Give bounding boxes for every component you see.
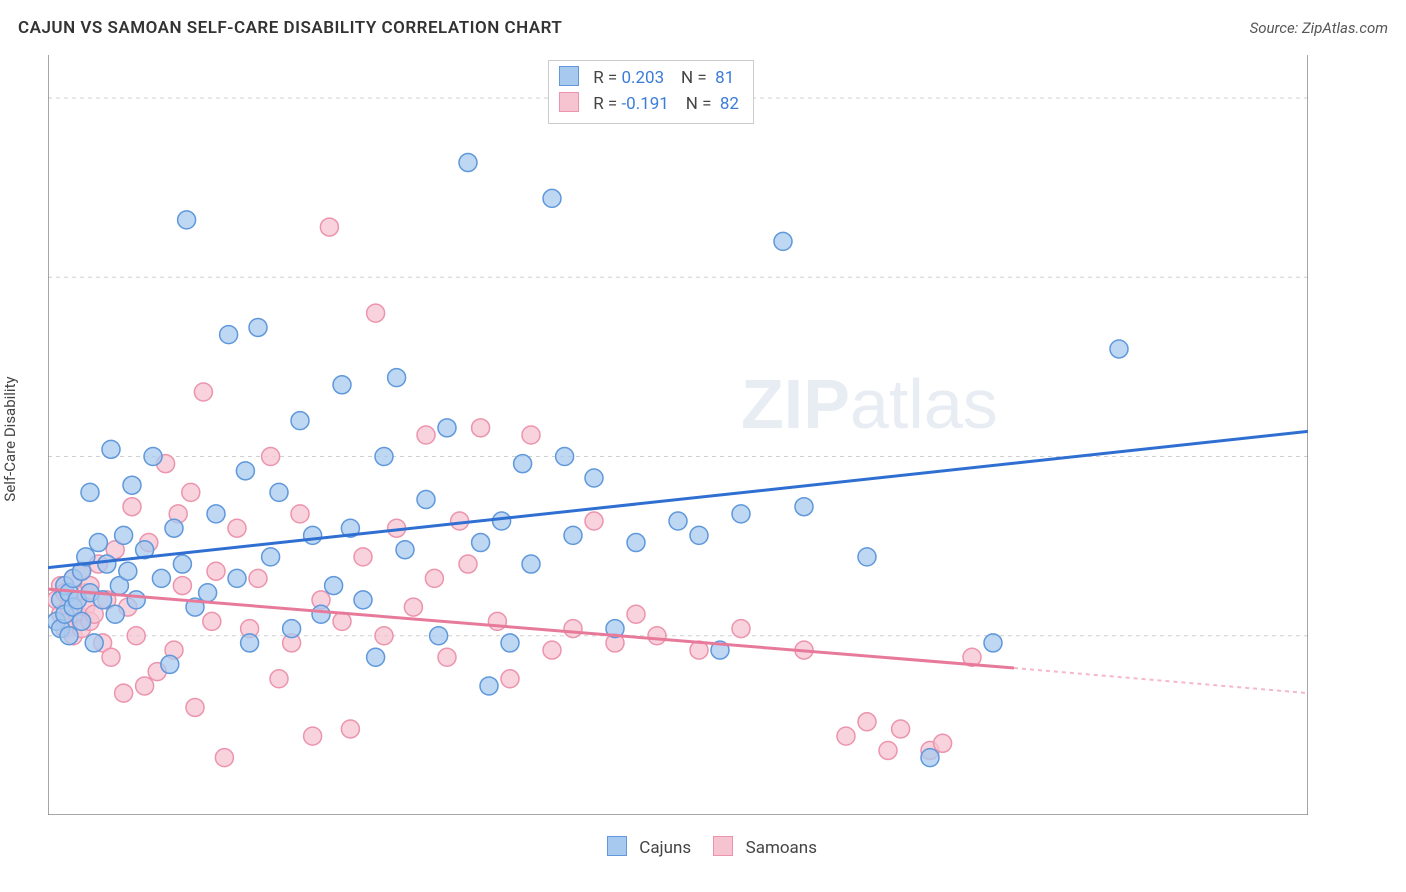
swatch-cajuns [559, 66, 579, 86]
swatch-samoans [559, 92, 579, 112]
stats-row-samoans: R = -0.191 N = 82 [559, 91, 739, 117]
y-axis-label: Self-Care Disability [1, 376, 19, 501]
svg-text:ZIPatlas: ZIPatlas [741, 365, 998, 443]
swatch-cajuns [607, 836, 627, 856]
r-label: R = [593, 68, 617, 88]
n-label: N = [686, 94, 712, 114]
header-row: CAJUN VS SAMOAN SELF-CARE DISABILITY COR… [18, 18, 1388, 38]
n-label: N = [681, 68, 707, 88]
correlation-stats-box: R = 0.203 N = 81 R = -0.191 N = 82 [548, 60, 754, 124]
chart-title: CAJUN VS SAMOAN SELF-CARE DISABILITY COR… [18, 18, 562, 38]
n-value-cajuns: 81 [715, 68, 734, 88]
source-prefix: Source: [1250, 19, 1302, 37]
source-name: ZipAtlas.com [1302, 19, 1388, 37]
r-value-cajuns: 0.203 [621, 68, 664, 88]
r-label: R = [593, 94, 617, 114]
series-legend: Cajuns Samoans [0, 836, 1406, 858]
plot-svg: 2.5%5.0%7.5%10.0%ZIPatlas0.0%30.0% [48, 55, 1308, 815]
stats-row-cajuns: R = 0.203 N = 81 [559, 65, 739, 91]
n-value-samoans: 82 [720, 94, 739, 114]
swatch-samoans [713, 836, 733, 856]
source-attribution: Source: ZipAtlas.com [1250, 19, 1388, 37]
legend-label-cajuns: Cajuns [639, 838, 691, 858]
scatter-plot: 2.5%5.0%7.5%10.0%ZIPatlas0.0%30.0% [48, 55, 1308, 815]
legend-label-samoans: Samoans [746, 838, 817, 858]
r-value-samoans: -0.191 [621, 94, 668, 114]
